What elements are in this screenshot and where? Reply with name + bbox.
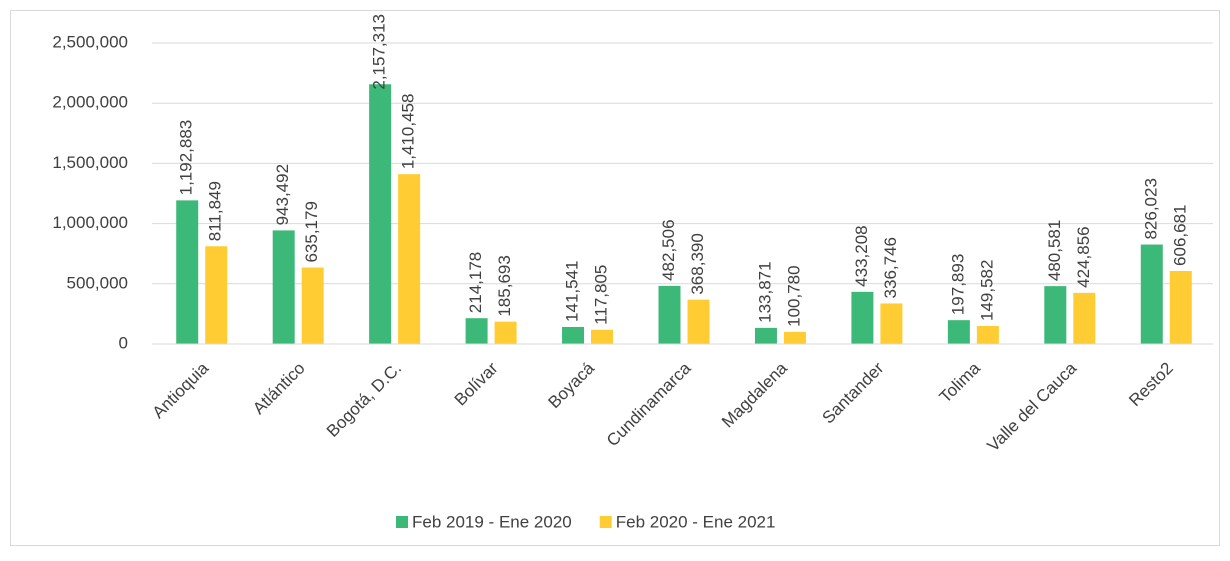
value-label: 433,208 — [852, 225, 871, 286]
bar — [976, 325, 999, 344]
bar — [369, 84, 392, 344]
value-label: 149,582 — [977, 260, 996, 321]
value-label: 424,856 — [1074, 226, 1093, 287]
value-label: 197,893 — [948, 254, 967, 315]
y-tick-label: 500,000 — [67, 273, 128, 292]
value-label: 480,581 — [1045, 220, 1064, 281]
value-label: 635,179 — [302, 201, 321, 262]
bar — [562, 326, 585, 344]
bar — [1140, 244, 1163, 344]
value-label: 336,746 — [881, 237, 900, 298]
bar — [205, 246, 228, 344]
y-tick-label: 1,500,000 — [52, 153, 128, 172]
value-label: 606,681 — [1170, 205, 1189, 266]
value-label: 811,849 — [206, 181, 225, 241]
bar — [176, 200, 199, 344]
y-tick-label: 0 — [119, 333, 128, 352]
bar — [754, 327, 777, 344]
y-tick-label: 2,500,000 — [52, 32, 128, 51]
bar — [947, 320, 970, 344]
bar — [494, 321, 517, 344]
legend-swatch — [396, 516, 408, 528]
bar — [1073, 292, 1096, 344]
bar — [658, 285, 681, 344]
value-label: 185,693 — [495, 255, 514, 316]
value-label: 368,390 — [688, 233, 707, 294]
bar — [301, 267, 324, 344]
value-label: 482,506 — [659, 219, 678, 280]
bar — [783, 331, 806, 344]
y-tick-label: 1,000,000 — [52, 213, 128, 232]
y-tick-label: 2,000,000 — [52, 93, 128, 112]
bar — [851, 291, 874, 344]
value-label: 1,192,883 — [177, 120, 196, 196]
value-label: 2,157,313 — [370, 14, 389, 90]
bar — [465, 318, 488, 344]
bar — [398, 174, 421, 344]
bar — [687, 299, 710, 344]
bar — [591, 329, 614, 344]
legend-label: Feb 2019 - Ene 2020 — [412, 512, 572, 531]
value-label: 133,871 — [755, 261, 774, 322]
value-label: 214,178 — [466, 252, 485, 313]
value-label: 117,805 — [592, 265, 611, 325]
value-label: 100,780 — [784, 265, 803, 326]
bar — [272, 230, 295, 344]
bar — [1044, 286, 1067, 344]
value-label: 943,492 — [273, 164, 292, 225]
legend-swatch — [599, 516, 612, 528]
bar — [1169, 270, 1192, 344]
value-label: 141,541 — [563, 261, 582, 322]
bar — [880, 303, 903, 344]
legend-label: Feb 2020 - Ene 2021 — [616, 512, 776, 531]
value-label: 1,410,458 — [399, 94, 418, 170]
value-label: 826,023 — [1141, 178, 1160, 239]
